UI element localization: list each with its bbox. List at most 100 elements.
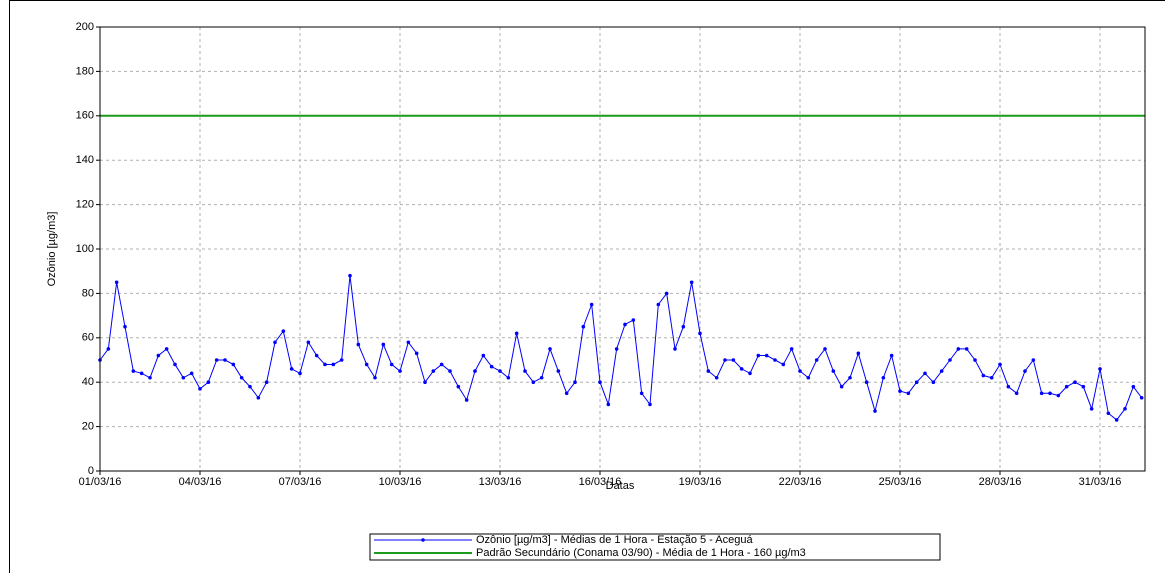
point — [614, 347, 619, 351]
point — [256, 395, 261, 400]
y-axis-label: Ozônio [µg/m3] — [46, 212, 58, 287]
point — [531, 380, 536, 385]
point — [214, 358, 219, 362]
point — [164, 347, 169, 351]
point — [264, 380, 269, 385]
point — [581, 324, 586, 329]
point — [856, 351, 861, 356]
point — [123, 324, 127, 329]
point — [148, 375, 152, 380]
point — [881, 375, 886, 380]
point — [323, 362, 327, 367]
point — [298, 371, 302, 376]
point — [548, 347, 552, 351]
y-tick-label: 80 — [82, 287, 94, 299]
point — [673, 347, 677, 351]
point — [414, 351, 419, 356]
point — [173, 362, 177, 367]
point — [364, 362, 369, 367]
point — [998, 362, 1002, 367]
legend-label: Padrão Secundário (Conama 03/90) - Média… — [476, 547, 806, 559]
point — [156, 353, 161, 358]
point — [281, 329, 286, 333]
point — [831, 369, 836, 373]
point — [373, 375, 377, 380]
point — [131, 369, 136, 373]
point — [556, 369, 561, 373]
y-tick-label: 160 — [76, 110, 94, 122]
point — [773, 358, 777, 362]
x-tick-label: 04/03/16 — [179, 476, 222, 488]
point — [939, 369, 944, 373]
y-tick-label: 20 — [82, 421, 94, 433]
y-tick-label: 140 — [76, 154, 94, 166]
point — [948, 358, 952, 362]
point — [598, 380, 602, 385]
point — [1081, 384, 1086, 389]
point — [739, 367, 744, 371]
point — [606, 402, 611, 407]
point — [848, 375, 852, 380]
point — [289, 367, 294, 371]
point — [589, 302, 594, 307]
x-tick-label: 25/03/16 — [879, 476, 922, 488]
point — [314, 353, 319, 358]
point — [698, 331, 702, 336]
point — [1048, 391, 1052, 396]
point — [306, 340, 311, 345]
point — [789, 347, 794, 351]
point — [814, 358, 819, 362]
legend-label: Ozônio [µg/m3] - Médias de 1 Hora - Esta… — [476, 534, 753, 546]
plot-border — [99, 26, 1146, 472]
point — [1114, 418, 1119, 422]
point — [423, 380, 427, 385]
point — [1014, 391, 1019, 396]
x-tick-label: 19/03/16 — [679, 476, 722, 488]
point — [231, 362, 236, 367]
point — [631, 318, 636, 322]
point — [1006, 384, 1011, 389]
point — [431, 369, 436, 373]
point — [1031, 358, 1036, 362]
point — [339, 358, 344, 362]
point — [706, 369, 711, 373]
point — [906, 391, 911, 396]
point — [714, 375, 719, 380]
point — [448, 369, 452, 373]
point — [206, 380, 211, 385]
point — [873, 409, 877, 413]
point — [331, 362, 336, 367]
point — [398, 369, 402, 373]
point — [806, 375, 811, 380]
point — [356, 342, 361, 347]
point — [1023, 369, 1027, 373]
point — [723, 358, 727, 362]
point — [181, 375, 186, 380]
point — [764, 353, 769, 358]
point — [1064, 384, 1069, 389]
point — [106, 347, 111, 351]
frame — [9, 0, 1165, 573]
point — [189, 371, 194, 376]
point — [381, 342, 386, 347]
point — [839, 384, 844, 389]
point — [389, 362, 394, 367]
point — [639, 391, 644, 396]
y-tick-label: 180 — [76, 65, 94, 77]
y-tick-label: 0 — [88, 465, 94, 477]
point — [623, 322, 627, 327]
point — [223, 358, 227, 362]
point — [564, 391, 569, 396]
x-tick-label: 01/03/16 — [79, 476, 122, 488]
y-tick-label: 200 — [76, 21, 94, 33]
point — [731, 358, 736, 362]
x-tick-label: 07/03/16 — [279, 476, 322, 488]
point — [823, 347, 827, 351]
point — [439, 362, 444, 367]
legend-marker — [421, 538, 425, 542]
point — [689, 280, 694, 285]
point — [539, 375, 544, 380]
x-tick-label: 28/03/16 — [979, 476, 1022, 488]
point — [1131, 384, 1136, 389]
